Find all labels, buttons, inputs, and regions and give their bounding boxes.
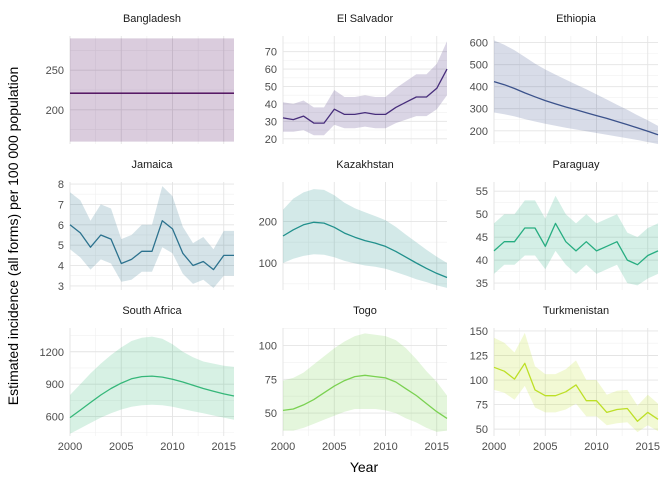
y-tick-label: 70 (265, 47, 277, 59)
panel-title: Jamaica (132, 159, 174, 171)
panel-el-salvador: El Salvador 20 30 40 50 60 70 (265, 13, 448, 146)
y-tick-label: 40 (265, 99, 277, 111)
y-tick-label: 5 (58, 240, 64, 252)
x-tick-label: 2005 (109, 441, 133, 453)
x-tick-label: 2005 (322, 441, 346, 453)
x-tick-label: 2000 (58, 441, 82, 453)
y-tick-label: 150 (470, 326, 488, 338)
y-tick-label: 200 (46, 105, 64, 117)
series-line (493, 362, 659, 422)
y-tick-label: 55 (476, 186, 488, 198)
y-tick-label: 8 (58, 179, 64, 191)
series-line (282, 374, 448, 419)
y-tick-label: 3 (58, 281, 64, 293)
panel-title: Kazakhstan (336, 159, 393, 171)
y-tick-label: 35 (476, 278, 488, 290)
uncertainty-band (494, 195, 658, 286)
panel-jamaica: Jamaica 3 4 5 6 7 8 (58, 159, 234, 293)
uncertainty-band (70, 336, 234, 434)
y-tick-label: 200 (470, 126, 488, 138)
y-tick-label: 75 (265, 374, 277, 386)
panel-paraguay: Paraguay 35 40 45 50 55 (476, 159, 659, 290)
y-tick-label: 50 (265, 408, 277, 420)
x-tick-label: 2010 (584, 441, 608, 453)
panel-title: Togo (353, 305, 377, 317)
y-tick-label: 50 (265, 82, 277, 94)
y-tick-label: 6 (58, 220, 64, 232)
y-tick-label: 40 (476, 255, 488, 267)
y-tick-label: 600 (46, 412, 64, 424)
x-axis-title: Year (350, 459, 379, 475)
y-tick-label: 200 (259, 216, 277, 228)
panel-title: Turkmenistan (543, 305, 609, 317)
series-line (493, 222, 659, 266)
y-tick-label: 20 (265, 134, 277, 146)
y-tick-label: 100 (470, 375, 488, 387)
y-tick-label: 125 (470, 350, 488, 362)
y-tick-label: 100 (259, 258, 277, 270)
panel-kazakhstan: Kazakhstan 100 200 (259, 159, 448, 290)
y-tick-label: 50 (476, 209, 488, 221)
y-axis-title: Estimated incidence (all forms) per 100 … (5, 67, 21, 406)
uncertainty-band (283, 189, 447, 288)
y-tick-label: 300 (470, 104, 488, 116)
series-line (69, 220, 234, 271)
x-tick-label: 2010 (373, 441, 397, 453)
y-tick-label: 45 (476, 232, 488, 244)
y-tick-label: 400 (470, 82, 488, 94)
x-tick-label: 2000 (482, 441, 506, 453)
uncertainty-band (283, 41, 447, 136)
y-tick-label: 7 (58, 199, 64, 211)
x-tick-label: 2010 (160, 441, 184, 453)
x-tick-label: 2000 (271, 441, 295, 453)
uncertainty-band (283, 333, 447, 432)
panel-bangladesh: Bangladesh 200 250 (46, 13, 234, 144)
panel-title: South Africa (122, 305, 182, 317)
y-tick-label: 30 (265, 116, 277, 128)
panel-south-africa: South Africa 600 900 1200 2000 2005 2010 2015 (40, 305, 236, 453)
panel-ethiopia: Ethiopia 200 300 400 500 600 (470, 13, 659, 144)
y-tick-label: 4 (58, 261, 64, 273)
y-tick-label: 75 (476, 400, 488, 412)
uncertainty-band (494, 40, 658, 144)
uncertainty-band (494, 332, 658, 433)
series-line (282, 68, 448, 124)
y-tick-label: 500 (470, 60, 488, 72)
y-tick-label: 100 (259, 341, 277, 353)
panel-title: Bangladesh (123, 13, 181, 25)
series-line (493, 80, 659, 136)
panel-title: El Salvador (337, 13, 394, 25)
series-line (282, 221, 448, 279)
y-tick-label: 900 (46, 379, 64, 391)
y-tick-label: 1200 (40, 347, 64, 359)
panel-turkmenistan: Turkmenistan 50 75 100 125 150 2000 2005 2010 201… (470, 305, 660, 453)
y-tick-label: 60 (265, 64, 277, 76)
panel-togo: Togo 50 75 100 2000 2005 2010 2015 (259, 305, 449, 453)
y-tick-label: 250 (46, 65, 64, 77)
panel-title: Paraguay (552, 159, 600, 171)
series-line (69, 375, 235, 419)
x-tick-label: 2005 (533, 441, 557, 453)
x-tick-label: 2015 (212, 441, 236, 453)
uncertainty-band (70, 186, 234, 288)
panel-title: Ethiopia (556, 13, 597, 25)
x-tick-label: 2015 (636, 441, 660, 453)
y-tick-label: 600 (470, 38, 488, 50)
uncertainty-band (70, 38, 234, 142)
x-tick-label: 2015 (425, 441, 449, 453)
y-tick-label: 50 (476, 424, 488, 436)
